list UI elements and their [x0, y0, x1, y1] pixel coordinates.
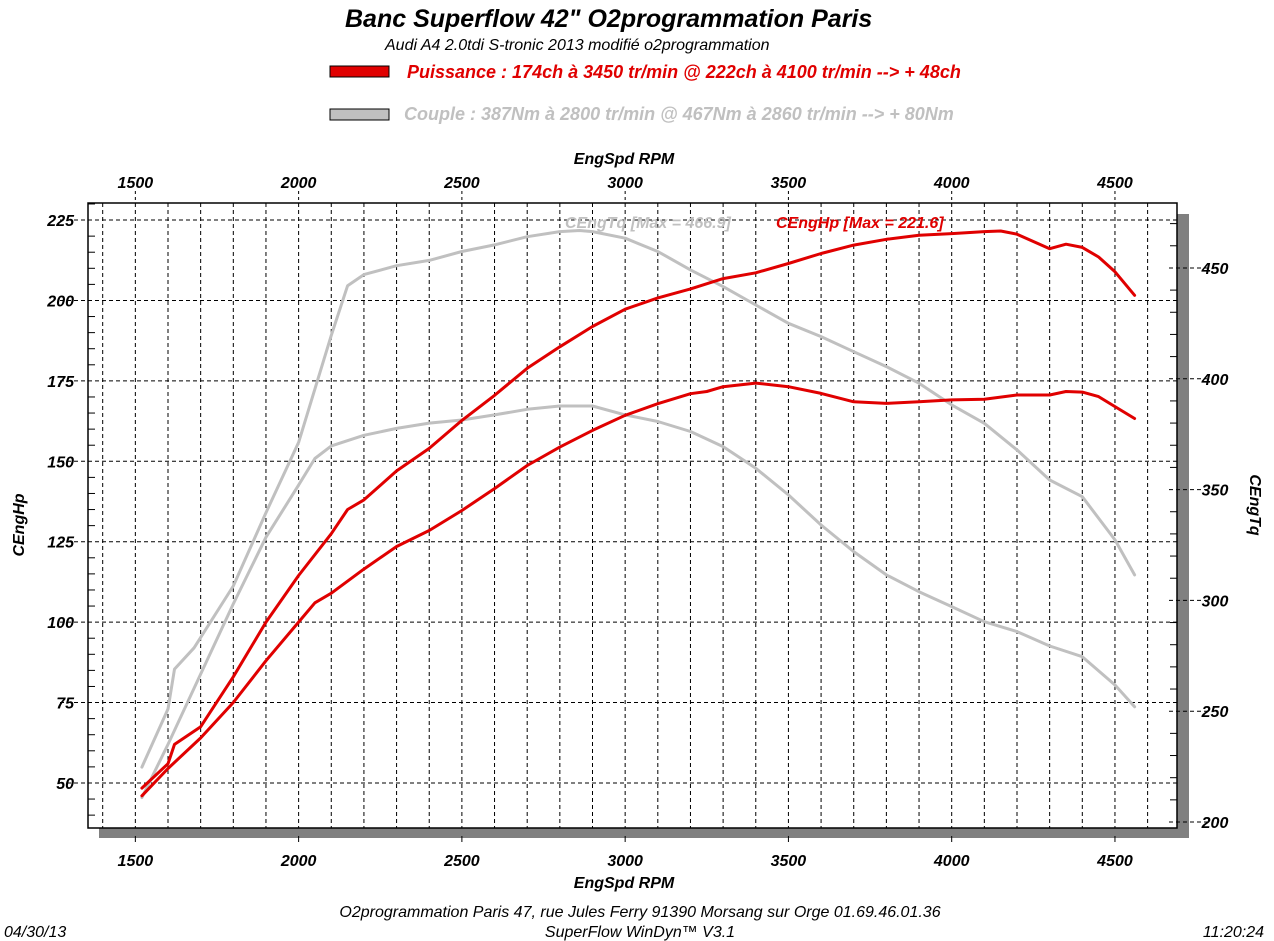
x-top-tick-label: 1500: [118, 175, 154, 192]
x-bottom-tick-label: 1500: [118, 853, 154, 870]
y-right-tick-label: 300: [1202, 593, 1229, 610]
chart-title: Banc Superflow 42" O2programmation Paris: [345, 5, 872, 33]
series-line-cenghp-stock: [140, 381, 1137, 798]
x-top-tick-label: 3500: [771, 175, 807, 192]
series-group: [140, 229, 1137, 800]
y-axis-title-right: CEngTq: [1246, 474, 1263, 536]
y-left-tick-label: 100: [47, 615, 74, 632]
x-top-tick-label: 4500: [1096, 175, 1133, 192]
y-right-tick-label: 400: [1201, 372, 1229, 389]
x-bottom-tick-label: 3500: [771, 853, 807, 870]
x-bottom-tick-label: 4500: [1096, 853, 1133, 870]
axis-ticks: 50 75 100 125 150 175 200 225 200 250 300 350 400 450…: [46, 175, 1228, 870]
plot-shadow-bottom: [99, 828, 1189, 838]
x-top-tick-label: 2500: [443, 175, 480, 192]
x-top-tick-label: 4000: [933, 175, 970, 192]
y-left-tick-label: 50: [56, 776, 74, 793]
plot-area: [87, 202, 1178, 829]
legend-swatch-power: [329, 65, 390, 78]
y-axis-title-left: CEngHp: [11, 493, 28, 556]
x-top-tick-label: 2000: [280, 175, 317, 192]
x-axis-title-top: EngSpd RPM: [574, 151, 675, 168]
y-left-tick-label: 150: [47, 454, 74, 471]
series-line-cenghp-tuned: [140, 229, 1137, 790]
grid: [60, 203, 1177, 828]
x-axis-title-bottom: EngSpd RPM: [574, 875, 675, 892]
y-right-tick-label: 200: [1201, 815, 1229, 832]
x-bottom-tick-label: 4000: [933, 853, 970, 870]
y-left-tick-label: 125: [47, 535, 75, 552]
y-left-tick-label: 200: [46, 293, 74, 310]
y-right-tick-label: 450: [1201, 261, 1229, 278]
footer-address: O2programmation Paris 47, rue Jules Ferr…: [339, 904, 940, 921]
legend-torque: Couple : 387Nm à 2800 tr/min @ 467Nm à 2…: [404, 104, 954, 124]
y-right-tick-label: 350: [1202, 483, 1229, 500]
chart-subtitle: Audi A4 2.0tdi S-tronic 2013 modifié o2p…: [384, 37, 770, 54]
footer-date: 04/30/13: [4, 924, 66, 941]
footer-software: SuperFlow WinDyn™ V3.1: [545, 924, 735, 941]
x-bottom-tick-label: 2000: [280, 853, 317, 870]
x-bottom-tick-label: 3000: [607, 853, 643, 870]
plot-shadow: [1177, 214, 1189, 838]
y-right-tick-label: 250: [1201, 704, 1229, 721]
x-bottom-tick-label: 2500: [443, 853, 480, 870]
y-left-tick-label: 175: [47, 374, 75, 391]
x-top-tick-label: 3000: [607, 175, 643, 192]
annotation-torque-max: CEngTq [Max = 466.9]: [565, 215, 731, 232]
legend-swatch-torque: [329, 108, 390, 121]
series-line-cengtq-tuned: [140, 229, 1137, 769]
footer-time: 11:20:24: [1203, 924, 1264, 941]
annotation-power-max: CEngHp [Max = 221.6]: [776, 215, 944, 232]
legend-power: Puissance : 174ch à 3450 tr/min @ 222ch …: [407, 62, 961, 82]
y-left-tick-label: 225: [46, 213, 75, 230]
y-left-tick-label: 75: [56, 696, 75, 713]
